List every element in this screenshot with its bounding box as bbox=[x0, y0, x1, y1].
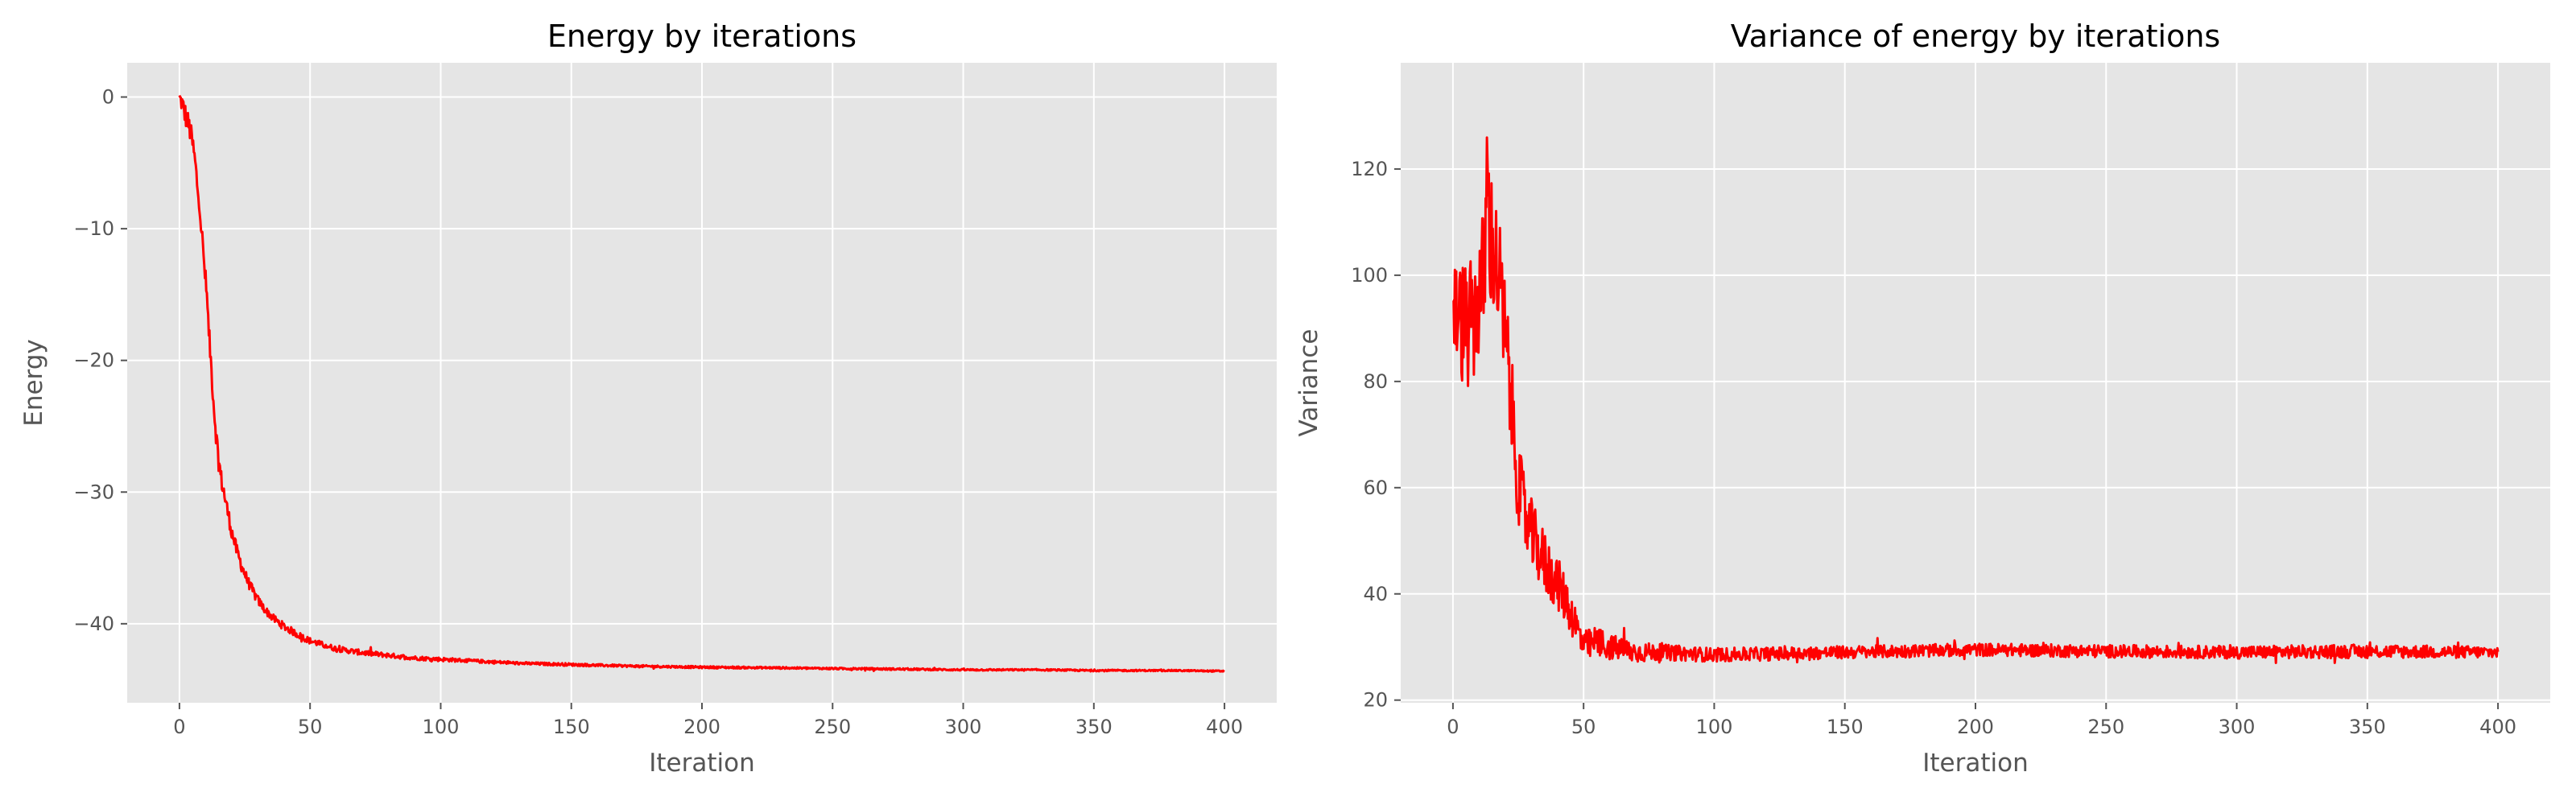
x-tick-label: 0 bbox=[1447, 716, 1459, 738]
x-axis-label: Iteration bbox=[1922, 749, 2029, 778]
x-tick-label: 350 bbox=[2349, 716, 2386, 738]
y-tick-label: 80 bbox=[1363, 370, 1388, 393]
energy-chart: 0 50 100 150 200 250 300 350 400 0 −10 −20 −30 −40 Ene… bbox=[19, 19, 1277, 778]
x-tick-label: 100 bbox=[423, 716, 460, 738]
chart-title: Energy by iterations bbox=[547, 19, 857, 54]
x-tick-label: 200 bbox=[1957, 716, 1994, 738]
x-tick-label: 300 bbox=[2219, 716, 2256, 738]
y-axis-label: Energy bbox=[19, 339, 48, 427]
x-tick-label: 50 bbox=[298, 716, 323, 738]
y-tick-label: −10 bbox=[73, 217, 114, 240]
x-tick-label: 400 bbox=[1206, 716, 1243, 738]
x-tick-label: 50 bbox=[1571, 716, 1596, 738]
y-tick-label: −40 bbox=[73, 613, 114, 635]
x-tick-label: 100 bbox=[1696, 716, 1733, 738]
y-tick-label: 100 bbox=[1351, 264, 1388, 287]
x-tick-label: 400 bbox=[2479, 716, 2516, 738]
data-series-line bbox=[1452, 136, 2500, 664]
y-tick-label: 120 bbox=[1351, 158, 1388, 180]
x-tick-label: 150 bbox=[1827, 716, 1864, 738]
x-tick-label: 250 bbox=[2087, 716, 2124, 738]
y-axis-label: Variance bbox=[1294, 329, 1323, 437]
y-tick-label: −30 bbox=[73, 481, 114, 503]
y-tick-label: 20 bbox=[1363, 689, 1388, 712]
x-tick-label: 250 bbox=[814, 716, 851, 738]
x-tick-label: 300 bbox=[945, 716, 982, 738]
y-tick-label: 0 bbox=[102, 86, 114, 109]
chart-title: Variance of energy by iterations bbox=[1731, 19, 2220, 54]
x-tick-label: 350 bbox=[1075, 716, 1113, 738]
y-tick-label: −20 bbox=[73, 349, 114, 372]
x-tick-label: 0 bbox=[173, 716, 185, 738]
y-tick-label: 60 bbox=[1363, 477, 1388, 499]
data-series-line bbox=[178, 94, 1225, 673]
x-tick-label: 150 bbox=[553, 716, 590, 738]
y-tick-label: 40 bbox=[1363, 583, 1388, 605]
x-tick-label: 200 bbox=[683, 716, 720, 738]
x-axis-label: Iteration bbox=[649, 749, 755, 778]
variance-chart: 0 50 100 150 200 250 300 350 400 20 40 60 80 100 120 Va… bbox=[1294, 19, 2550, 778]
